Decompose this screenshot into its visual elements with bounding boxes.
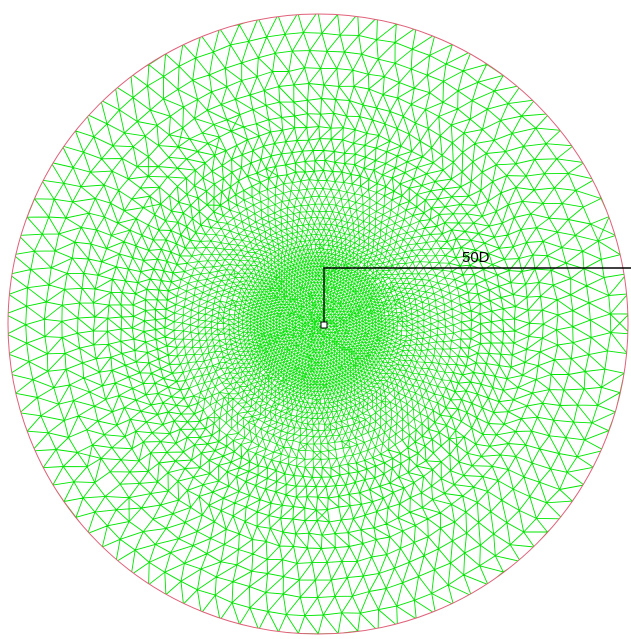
mesh-edges-core	[173, 179, 463, 469]
dense-mesh-core	[173, 179, 463, 469]
dimension-line	[323, 267, 631, 326]
domain-boundary	[7, 13, 629, 635]
dimension-label: 50D	[462, 249, 490, 266]
center-marker	[320, 321, 328, 329]
